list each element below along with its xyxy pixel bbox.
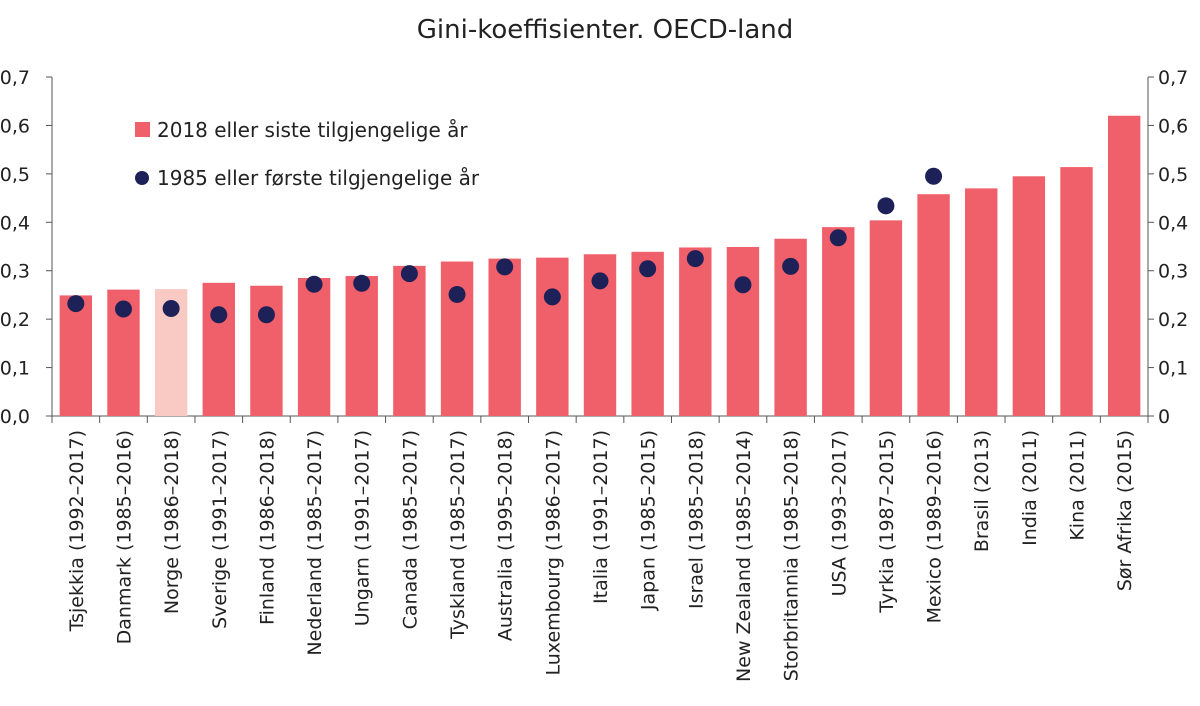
dots [67,167,943,324]
x-tick-label: Canada (1985–2017) [399,430,421,629]
bar [1107,115,1141,416]
bars [59,115,1141,416]
y-tick-label-left: 0,4 [0,212,30,234]
x-tick-label: Mexico (1989–2016) [924,430,946,623]
x-tick-label: India (2011) [1019,430,1041,546]
dot [591,272,609,290]
y-tick-label-right: 0,1 [1158,358,1188,380]
y-tick-label-left: 0,3 [0,261,30,283]
dot [496,258,514,276]
y-tick-label-left: 0,1 [0,358,30,380]
x-tick-label: Australia (1995–2018) [495,430,517,641]
legend: 2018 eller siste tilgjengelige år 1985 e… [135,118,480,190]
legend-dot-label: 1985 eller første tilgjengelige år [157,166,480,190]
legend-bar-label: 2018 eller siste tilgjengelige år [157,118,468,142]
legend-dot-swatch [135,171,149,185]
x-tick-label: USA (1993–2017) [828,430,850,596]
dot [543,288,561,306]
x-tick-label: Danmark (1985–2016) [113,430,135,644]
chart-title: Gini-koeffisienter. OECD-land [417,15,793,45]
x-tick-label: Luxembourg (1986–2017) [542,430,564,676]
bar [965,188,998,416]
dot [305,275,323,293]
x-tick-label: Sverige (1991–2017) [209,430,231,629]
y-tick-label-right: 0,6 [1158,115,1188,137]
bar [726,246,760,416]
x-tick-label: Italia (1991–2017) [590,430,612,604]
y-tick-label-right: 0,4 [1158,212,1188,234]
x-tick-label: Finland (1986–2018) [256,430,278,625]
dot [400,265,418,283]
x-tick-label: Israel (1985–2018) [685,430,707,609]
bar [440,261,474,416]
bar [1060,167,1093,416]
dot [686,250,704,268]
x-tick-label: Kina (2011) [1067,430,1089,541]
dot [257,306,275,324]
bar [345,276,378,416]
x-tick-label: Sør Afrika (2015) [1114,430,1136,591]
bar [297,277,331,416]
bar [1012,176,1046,416]
x-tick-label: Storbritannia (1985–2018) [781,430,803,681]
legend-bar-swatch [135,122,150,137]
dot [162,299,180,317]
y-tick-label-left: 0,5 [0,164,30,186]
bar [250,285,283,416]
axes: 0,0 0,1 0,2 0,3 0,4 0,5 0,6 0,7 0 0,1 0,2 0,3 0,4 0,5… [0,67,1188,428]
x-tick-label: New Zealand (1985–2014) [733,430,755,682]
bar [679,247,712,416]
dot [114,300,132,318]
bar [822,227,855,416]
y-tick-label-right: 0,2 [1158,309,1188,331]
y-tick-label-left: 0,6 [0,115,30,137]
dot [353,274,371,292]
bar [59,295,93,416]
dot [210,306,228,324]
bar [869,220,903,416]
x-tick-label: Nederland (1985–2017) [304,430,326,656]
y-tick-label-left: 0,7 [0,67,30,89]
bar [536,257,569,416]
y-tick-label-right: 0,5 [1158,164,1188,186]
dot [734,276,752,294]
x-tick-label: Tsjekkia (1992–2017) [66,430,88,632]
bar [488,258,521,416]
y-tick-label-right: 0,7 [1158,67,1188,89]
x-tick-label: Tyskland (1985–2017) [447,430,469,640]
x-tick-label: Ungarn (1991–2017) [352,430,374,626]
dot [829,229,847,247]
x-tick-label: Tyrkia (1987–2015) [876,430,898,614]
dot [639,260,657,278]
x-tick-labels: Tsjekkia (1992–2017) Danmark (1985–2016) N… [66,430,1136,682]
bar [917,194,950,416]
x-tick-label: Japan (1985–2015) [638,430,660,611]
dot [782,257,800,275]
x-tick-label: Norge (1986–2018) [161,430,183,614]
y-tick-label-right: 0,3 [1158,261,1188,283]
dot [448,285,466,303]
y-tick-label-left: 0,2 [0,309,30,331]
dot [925,167,943,185]
bar [202,282,235,416]
x-tick-label: Brasil (2013) [971,430,993,552]
y-tick-label-left: 0,0 [0,406,30,428]
bar [393,265,426,416]
y-tick-label-right: 0 [1158,406,1170,428]
bar [631,251,664,416]
dot [67,295,85,313]
dot [877,197,895,215]
